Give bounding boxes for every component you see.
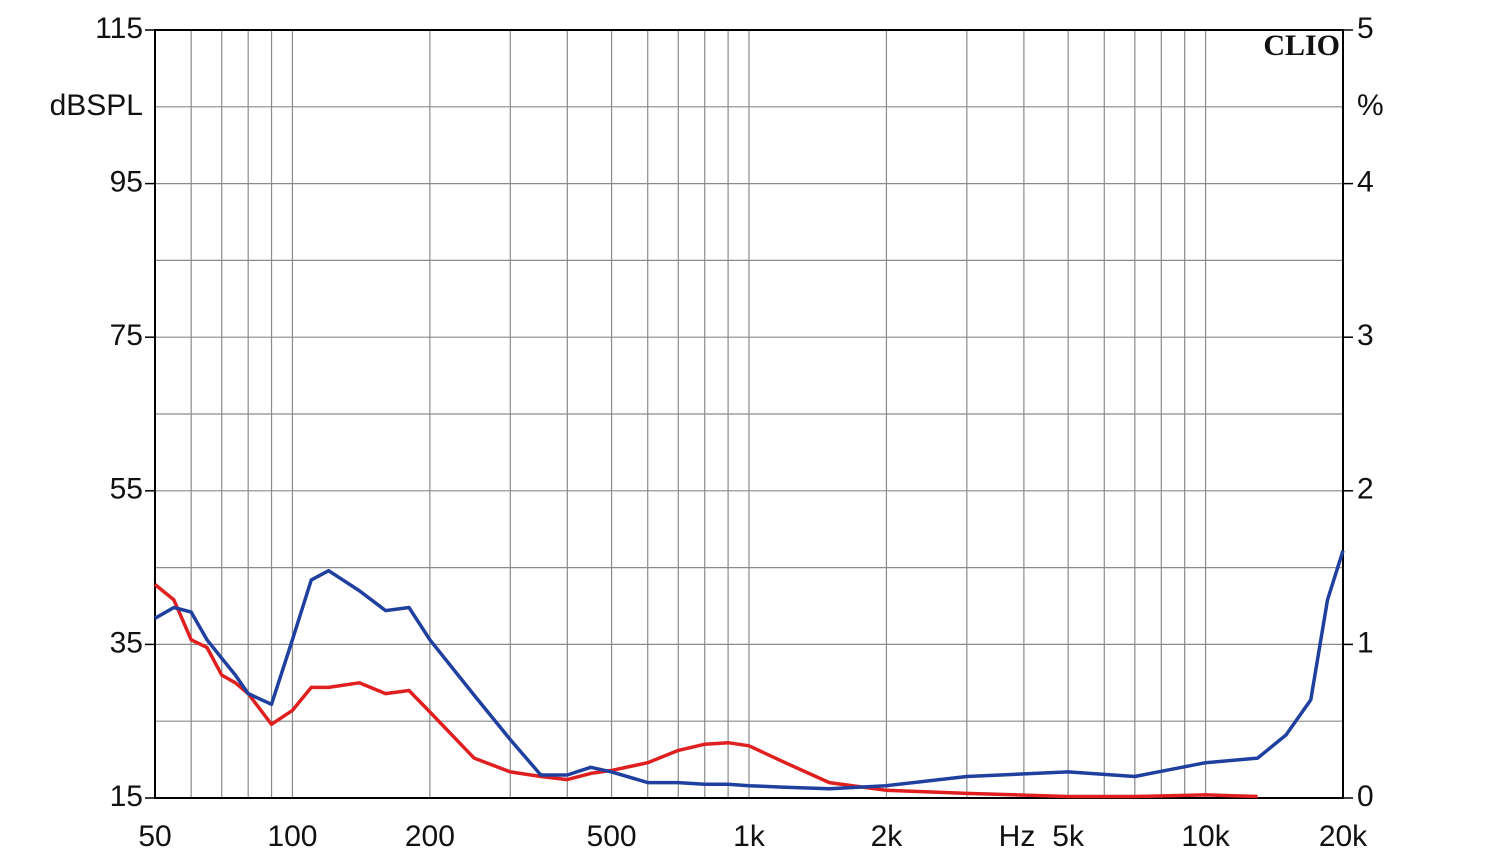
x-tick-label: 100 <box>267 820 317 853</box>
y-tick-label: 55 <box>110 473 143 506</box>
y-tick-label: 95 <box>110 166 143 199</box>
x-tick-label: 200 <box>405 820 455 853</box>
y2-tick-label: 1 <box>1357 626 1374 659</box>
y2-tick-label: 4 <box>1357 166 1374 199</box>
x-tick-label: 5k <box>1052 820 1085 853</box>
y2-tick-label: 0 <box>1357 780 1374 813</box>
y-tick-label: 115 <box>95 12 143 45</box>
y-tick-label: 35 <box>110 626 143 659</box>
y-tick-label: 75 <box>110 319 143 352</box>
x-tick-label: 20k <box>1319 820 1368 853</box>
x-tick-label: 50 <box>138 820 171 853</box>
data-line <box>154 550 1345 791</box>
x-axis-label: Hz <box>999 820 1036 853</box>
y2-tick-label: 5 <box>1357 12 1374 45</box>
y2-tick-label: 3 <box>1357 319 1374 352</box>
plot-frame <box>154 29 1344 799</box>
x-tick-label: 10k <box>1181 820 1230 853</box>
y2-tick-label: 2 <box>1357 473 1374 506</box>
x-tick-label: 2k <box>871 820 904 853</box>
y-axis-label: dBSPL <box>50 89 143 122</box>
x-tick-label: 1k <box>733 820 766 853</box>
x-tick-label: 500 <box>587 820 637 853</box>
y2-axis-label: % <box>1357 89 1384 122</box>
annotation: CLIO <box>1263 29 1340 62</box>
data-line <box>153 583 1258 799</box>
y-tick-label: 15 <box>110 780 143 813</box>
